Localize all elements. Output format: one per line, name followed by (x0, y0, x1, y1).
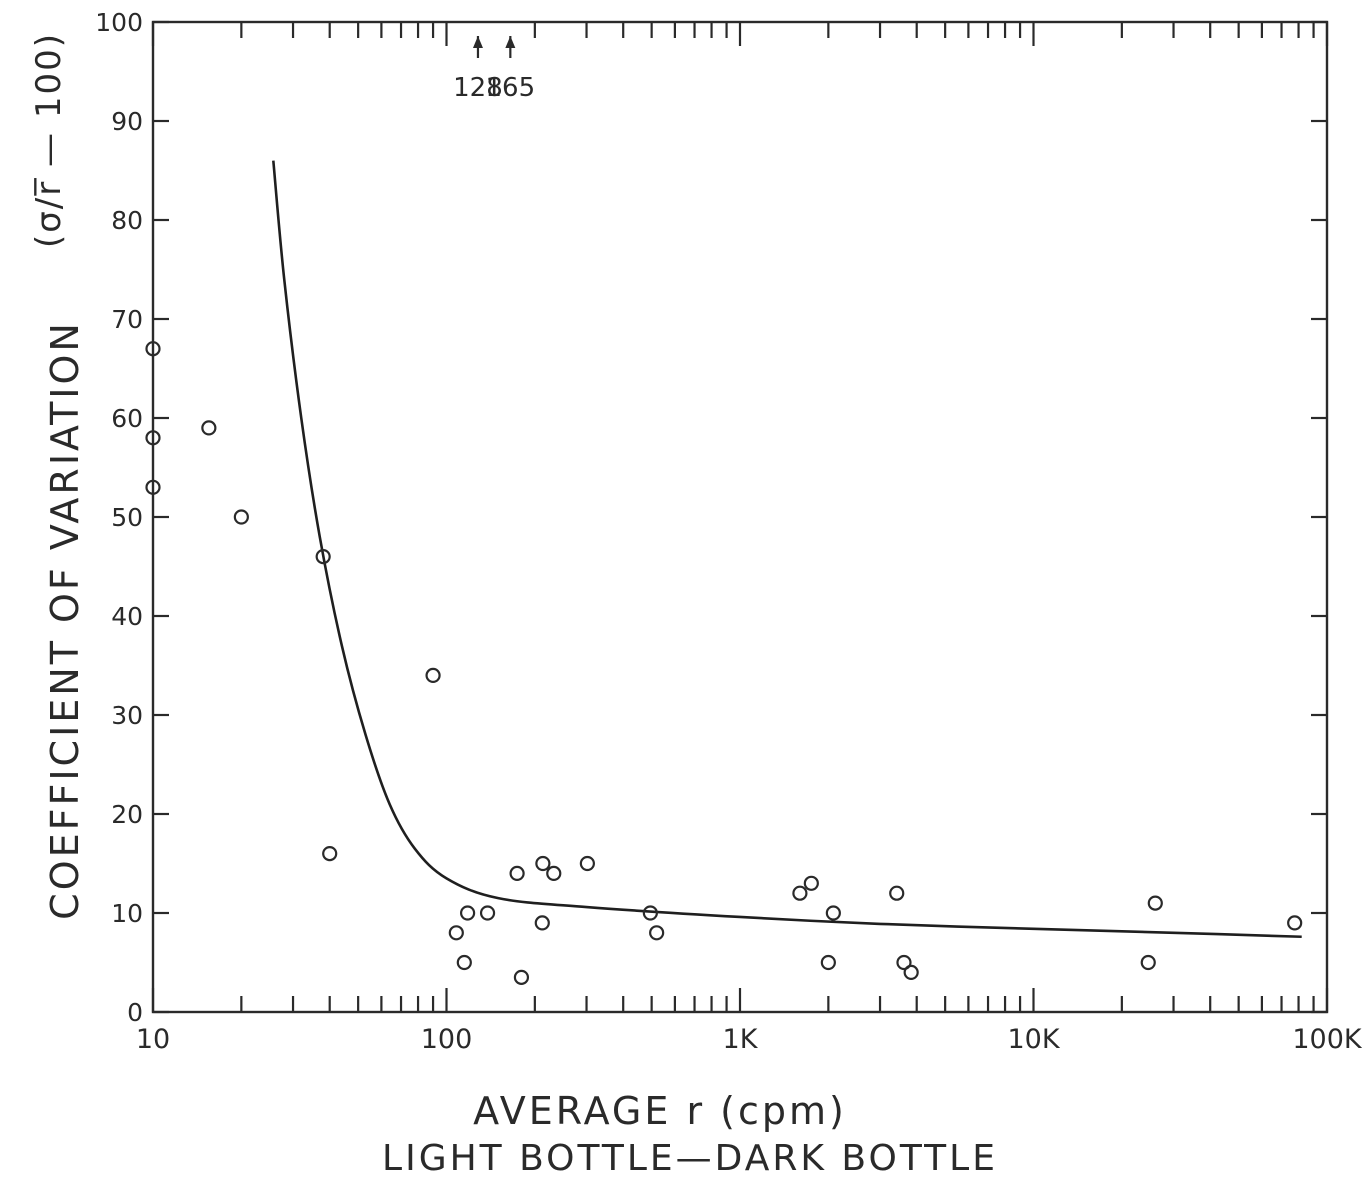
data-point (456, 954, 472, 971)
data-point (1287, 915, 1303, 931)
data-point (145, 430, 161, 446)
annotation-arrowhead (472, 36, 483, 48)
annotation-arrowhead (505, 36, 516, 48)
data-point (903, 964, 919, 981)
x-axis-title: AVERAGE r (cpm) (473, 1089, 847, 1133)
data-point (322, 845, 338, 862)
y-tick-label: 80 (111, 206, 143, 235)
data-point (315, 548, 331, 565)
y-tick-label: 0 (127, 998, 143, 1027)
y-tick-label: 70 (111, 305, 143, 334)
data-point (579, 855, 595, 872)
data-point (459, 905, 476, 921)
data-point (1140, 954, 1156, 971)
y-tick-label: 30 (111, 701, 143, 730)
data-point (509, 865, 525, 882)
data-point (889, 885, 905, 901)
x-axis-subtitle: LIGHT BOTTLE—DARK BOTTLE (382, 1138, 998, 1179)
data-point (792, 885, 808, 901)
data-point (820, 954, 836, 971)
data-point (534, 915, 550, 931)
y-tick-label: 40 (111, 602, 143, 631)
y-tick-label: 10 (111, 899, 143, 928)
x-tick-label: 1K (723, 1024, 759, 1055)
data-point (896, 954, 912, 971)
data-point (825, 905, 841, 921)
data-point (448, 925, 464, 941)
y-axis-title: COEFFICIENT OF VARIATION (43, 320, 87, 920)
data-point (546, 865, 562, 882)
data-point (642, 905, 658, 921)
data-point (513, 969, 530, 985)
data-points (145, 341, 1303, 985)
data-point (425, 667, 441, 684)
x-tick-label: 10 (136, 1024, 170, 1055)
y-tick-label: 50 (111, 503, 143, 532)
annotation-label: 128 (453, 73, 503, 103)
data-point (145, 341, 161, 357)
y-tick-label: 90 (111, 107, 143, 136)
x-tick-label: 100K (1292, 1024, 1363, 1055)
fit-curve (272, 160, 1302, 939)
y-tick-label: 100 (95, 8, 143, 37)
plot-frame (151, 20, 1329, 1014)
annotation-label: 165 (486, 73, 536, 103)
data-point (233, 509, 249, 525)
y-tick-label: 20 (111, 800, 143, 829)
data-point (201, 420, 217, 436)
data-point (649, 925, 665, 941)
data-point (535, 855, 551, 872)
x-tick-label: 10K (1007, 1024, 1060, 1055)
y-tick-label: 60 (111, 404, 143, 433)
tick-marks (151, 20, 1329, 1014)
data-point (803, 875, 819, 891)
x-tick-label: 100 (421, 1024, 473, 1055)
y-axis-formula: (σ/r̅ — 100) (29, 32, 69, 248)
data-point (145, 479, 161, 495)
data-point (479, 905, 496, 921)
data-point (1147, 895, 1163, 911)
